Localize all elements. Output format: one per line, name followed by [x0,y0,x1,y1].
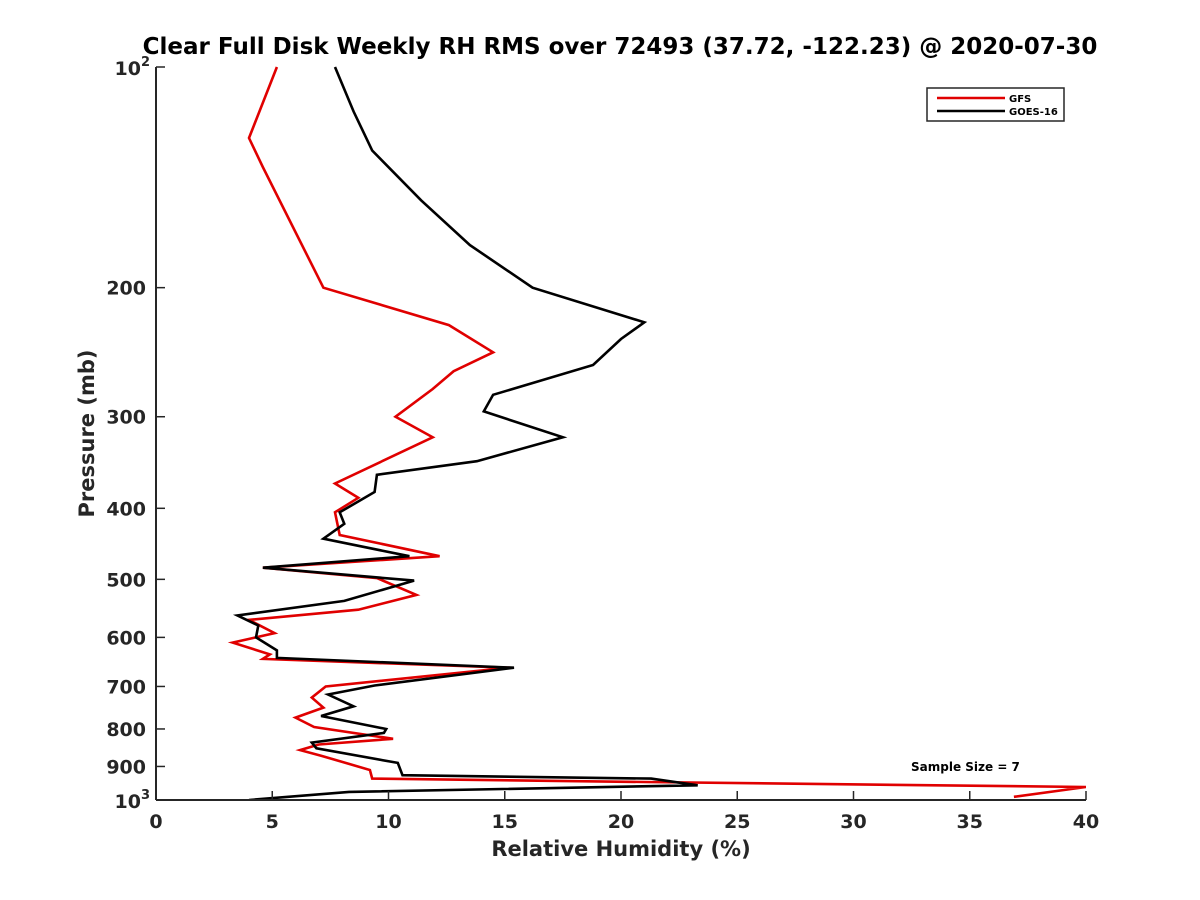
y-axis-title: Pressure (mb) [75,350,99,518]
series-line-goes-16 [232,66,698,801]
x-tick-label: 40 [1073,811,1099,833]
y-tick-label: 900 [106,756,146,778]
x-tick-label: 5 [266,811,279,833]
y-tick-label: 600 [106,627,146,649]
y-tick-label: 700 [106,676,146,698]
x-tick-label: 35 [957,811,983,833]
y-tick-label: 800 [106,719,146,741]
x-tick-label: 10 [375,811,401,833]
y-tick-label: 500 [106,569,146,591]
x-tick-label: 20 [608,811,634,833]
x-tick-label: 30 [840,811,866,833]
legend-box [926,87,1065,122]
axes [155,66,1087,801]
legend: GFS GOES-16 [926,87,1065,122]
x-tick-label: 0 [149,811,162,833]
y-tick-label: 400 [106,498,146,520]
y-tick-label: 200 [106,278,146,300]
x-tick-label: 25 [724,811,750,833]
tick-labels: 0 5 10 15 20 25 30 35 40 200 300 400 500 600 700 800 900… [106,55,1099,833]
sample-size-annotation: Sample Size = 7 [911,760,1020,774]
y-tick-label: 300 [106,407,146,429]
y-tick-label-decade: 102 [115,55,151,80]
chart-title: Clear Full Disk Weekly RH RMS over 72493… [143,34,1098,60]
x-axis-title: Relative Humidity (%) [491,837,750,861]
legend-entry-label: GOES-16 [1009,107,1058,118]
plot-series [227,66,1086,801]
y-tick-label-decade: 103 [115,788,151,813]
legend-entry-label: GFS [1009,94,1031,105]
x-tick-label: 15 [492,811,518,833]
